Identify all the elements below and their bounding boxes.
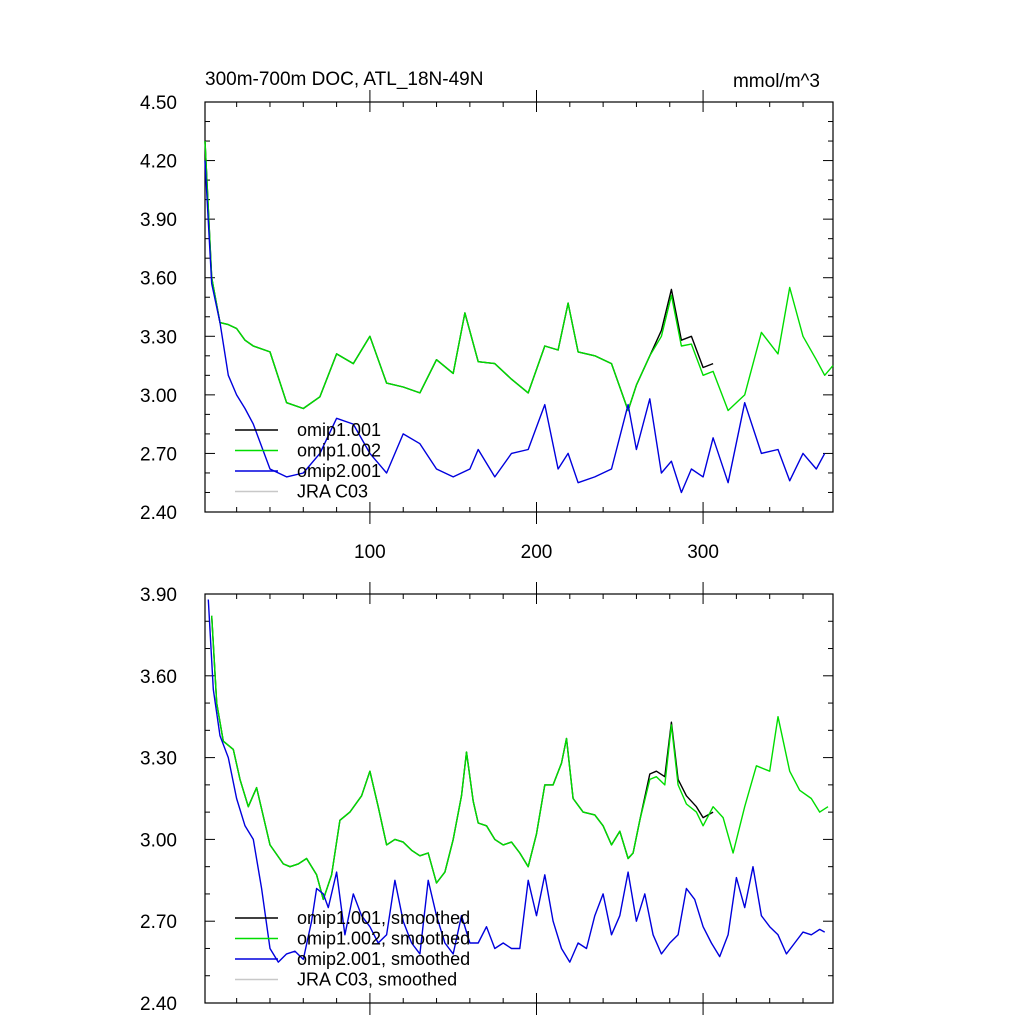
series-line-0 <box>204 140 714 412</box>
chart-title: 300m-700m DOC, ATL_18N-49N <box>205 69 483 90</box>
x-tick-label: 200 <box>521 542 553 563</box>
y-tick-label: 4.20 <box>140 152 177 173</box>
legend-label: omip1.002 <box>297 441 381 461</box>
legend-label: JRA C03 <box>297 482 368 502</box>
y-tick-label: 3.90 <box>140 585 177 606</box>
series-line-2 <box>207 599 826 963</box>
legend-label: omip1.001, smoothed <box>297 908 470 928</box>
y-tick-label: 3.60 <box>140 667 177 688</box>
y-tick-label: 2.70 <box>140 444 177 465</box>
legend-label: omip1.001 <box>297 420 381 440</box>
y-tick-label: 3.60 <box>140 269 177 290</box>
panel-top: 300m-700m DOC, ATL_18N-49N mmol/m^3 2.40… <box>140 69 834 563</box>
plot-frame <box>204 593 834 1004</box>
y-tick-label: 3.00 <box>140 386 177 407</box>
y-tick-label: 2.40 <box>140 503 177 524</box>
units-label: mmol/m^3 <box>733 71 820 92</box>
y-tick-label: 2.40 <box>140 994 177 1015</box>
y-tick-label: 4.50 <box>140 93 177 114</box>
y-tick-label: 3.90 <box>140 210 177 231</box>
y-tick-label: 2.70 <box>140 912 177 933</box>
legend-label: omip2.001, smoothed <box>297 949 470 969</box>
series-line-0 <box>211 615 714 901</box>
legend-label: omip2.001 <box>297 461 381 481</box>
series-line-2 <box>204 160 826 494</box>
x-tick-label: 300 <box>687 542 719 563</box>
series-line-1 <box>211 615 829 901</box>
y-tick-label: 3.30 <box>140 327 177 348</box>
y-tick-label: 3.30 <box>140 749 177 770</box>
y-tick-label: 3.00 <box>140 830 177 851</box>
panel-bottom: 2.40 2.70 3.00 3.30 3.60 3.90 omip1.001, smoot… <box>140 582 834 1015</box>
series-line-1 <box>204 140 834 412</box>
x-tick-label: 100 <box>354 542 386 563</box>
legend-label: omip1.002, smoothed <box>297 929 470 949</box>
legend-label: JRA C03, smoothed <box>297 970 457 990</box>
plot-frame <box>204 101 834 513</box>
